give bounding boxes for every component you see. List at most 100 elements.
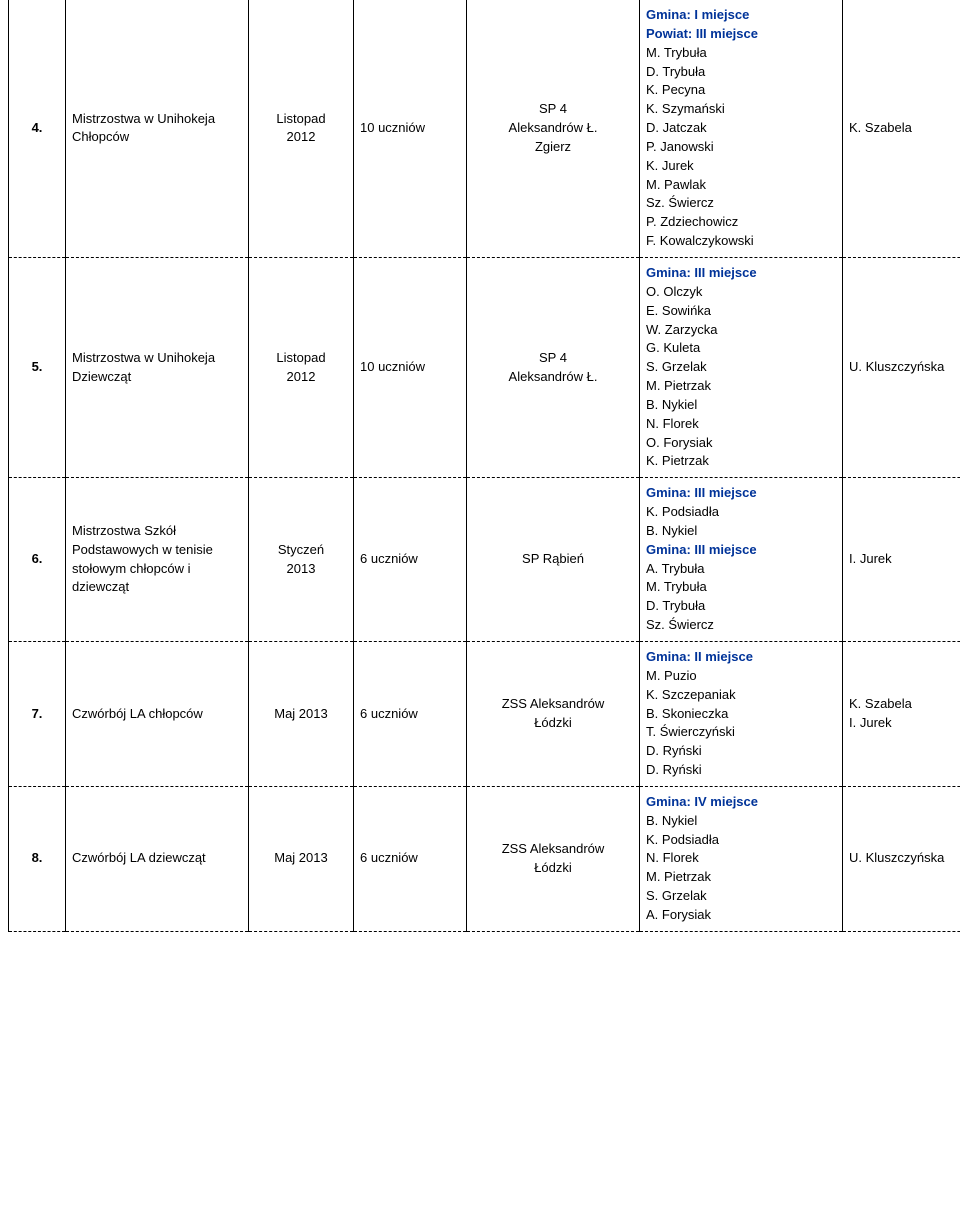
result-line: P. Zdziechowicz [646, 214, 738, 229]
place-line3: Zgierz [535, 139, 571, 154]
result-heading: Gmina: III miejsce [646, 542, 757, 557]
participant-count: 6 uczniów [354, 478, 467, 642]
result-line: B. Nykiel [646, 397, 697, 412]
result-line: B. Nykiel [646, 813, 697, 828]
result-line: K. Szczepaniak [646, 687, 736, 702]
result-heading: Gmina: II miejsce [646, 649, 753, 664]
result-heading: Gmina: III miejsce [646, 485, 757, 500]
event-date: Styczeń 2013 [249, 478, 354, 642]
coordinator-line: U. Kluszczyńska [849, 359, 944, 374]
date-line2: 2012 [287, 129, 316, 144]
coordinator-line: U. Kluszczyńska [849, 850, 944, 865]
result-heading: Gmina: IV miejsce [646, 794, 758, 809]
results-cell: Gmina: IV miejsce B. Nykiel K. Podsiadła… [640, 786, 843, 931]
result-line: W. Zarzycka [646, 322, 718, 337]
result-line: K. Podsiadła [646, 504, 719, 519]
result-line: O. Olczyk [646, 284, 702, 299]
place-line2: Łódzki [534, 715, 572, 730]
row-number: 4. [9, 0, 66, 257]
page: 4. Mistrzostwa w Unihokeja Chłopców List… [0, 0, 960, 932]
date-line1: Listopad [276, 111, 325, 126]
event-date: Listopad 2012 [249, 0, 354, 257]
results-table: 4. Mistrzostwa w Unihokeja Chłopców List… [8, 0, 960, 932]
result-line: T. Świerczyński [646, 724, 735, 739]
result-line: M. Puzio [646, 668, 697, 683]
results-cell: Gmina: II miejsce M. Puzio K. Szczepania… [640, 642, 843, 787]
result-line: G. Kuleta [646, 340, 700, 355]
event-place: SP 4 Aleksandrów Ł. [467, 257, 640, 477]
event-name: Mistrzostwa w Unihokeja Dziewcząt [66, 257, 249, 477]
place-line2: Aleksandrów Ł. [509, 369, 598, 384]
coordinator-line: K. Szabela [849, 696, 912, 711]
coordinator-line: I. Jurek [849, 715, 892, 730]
result-line: K. Jurek [646, 158, 694, 173]
result-line: A. Forysiak [646, 907, 711, 922]
event-name: Czwórbój LA dziewcząt [66, 786, 249, 931]
place-line1: ZSS Aleksandrów [502, 841, 605, 856]
event-date: Maj 2013 [249, 642, 354, 787]
coordinator-cell: K. Szabela I. Jurek [843, 642, 960, 787]
result-line: M. Pawlak [646, 177, 706, 192]
table-row: 6. Mistrzostwa Szkół Podstawowych w teni… [9, 478, 960, 642]
participant-count: 6 uczniów [354, 786, 467, 931]
result-line: D. Jatczak [646, 120, 707, 135]
row-number: 5. [9, 257, 66, 477]
place-line1: SP Rąbień [522, 551, 584, 566]
result-line: Sz. Świercz [646, 617, 714, 632]
result-line: E. Sowińka [646, 303, 711, 318]
event-date: Listopad 2012 [249, 257, 354, 477]
result-line: O. Forysiak [646, 435, 712, 450]
event-name: Czwórbój LA chłopców [66, 642, 249, 787]
result-line: D. Ryński [646, 743, 702, 758]
participant-count: 6 uczniów [354, 642, 467, 787]
place-line2: Łódzki [534, 860, 572, 875]
result-line: N. Florek [646, 850, 699, 865]
result-line: S. Grzelak [646, 359, 707, 374]
event-place: ZSS Aleksandrów Łódzki [467, 786, 640, 931]
place-line1: ZSS Aleksandrów [502, 696, 605, 711]
date-line2: 2012 [287, 369, 316, 384]
coordinator-cell: K. Szabela [843, 0, 960, 257]
table-row: 7. Czwórbój LA chłopców Maj 2013 6 uczni… [9, 642, 960, 787]
place-line2: Aleksandrów Ł. [509, 120, 598, 135]
result-line: M. Trybuła [646, 579, 707, 594]
event-place: ZSS Aleksandrów Łódzki [467, 642, 640, 787]
table-row: 4. Mistrzostwa w Unihokeja Chłopców List… [9, 0, 960, 257]
participant-count: 10 uczniów [354, 0, 467, 257]
date-line1: Listopad [276, 350, 325, 365]
event-place: SP Rąbień [467, 478, 640, 642]
row-number: 8. [9, 786, 66, 931]
place-line1: SP 4 [539, 350, 567, 365]
result-line: D. Trybuła [646, 598, 705, 613]
results-cell: Gmina: III miejsce K. Podsiadła B. Nykie… [640, 478, 843, 642]
participant-count: 10 uczniów [354, 257, 467, 477]
coordinator-cell: U. Kluszczyńska [843, 257, 960, 477]
row-number: 7. [9, 642, 66, 787]
date-line1: Maj 2013 [274, 850, 327, 865]
result-line: M. Pietrzak [646, 378, 711, 393]
result-line: D. Ryński [646, 762, 702, 777]
result-line: K. Pietrzak [646, 453, 709, 468]
coordinator-cell: U. Kluszczyńska [843, 786, 960, 931]
table-row: 8. Czwórbój LA dziewcząt Maj 2013 6 uczn… [9, 786, 960, 931]
coordinator-line: K. Szabela [849, 120, 912, 135]
event-name: Mistrzostwa Szkół Podstawowych w tenisie… [66, 478, 249, 642]
event-date: Maj 2013 [249, 786, 354, 931]
result-line: B. Skonieczka [646, 706, 728, 721]
result-line: M. Pietrzak [646, 869, 711, 884]
result-heading: Gmina: III miejsce [646, 265, 757, 280]
result-line: K. Szymański [646, 101, 725, 116]
result-line: F. Kowalczykowski [646, 233, 754, 248]
result-heading: Gmina: I miejsce [646, 7, 749, 22]
event-name: Mistrzostwa w Unihokeja Chłopców [66, 0, 249, 257]
result-line: A. Trybuła [646, 561, 705, 576]
coordinator-cell: I. Jurek [843, 478, 960, 642]
table-row: 5. Mistrzostwa w Unihokeja Dziewcząt Lis… [9, 257, 960, 477]
result-line: S. Grzelak [646, 888, 707, 903]
result-line: Sz. Świercz [646, 195, 714, 210]
event-place: SP 4 Aleksandrów Ł. Zgierz [467, 0, 640, 257]
result-heading: Powiat: III miejsce [646, 26, 758, 41]
row-number: 6. [9, 478, 66, 642]
result-line: P. Janowski [646, 139, 714, 154]
date-line1: Maj 2013 [274, 706, 327, 721]
